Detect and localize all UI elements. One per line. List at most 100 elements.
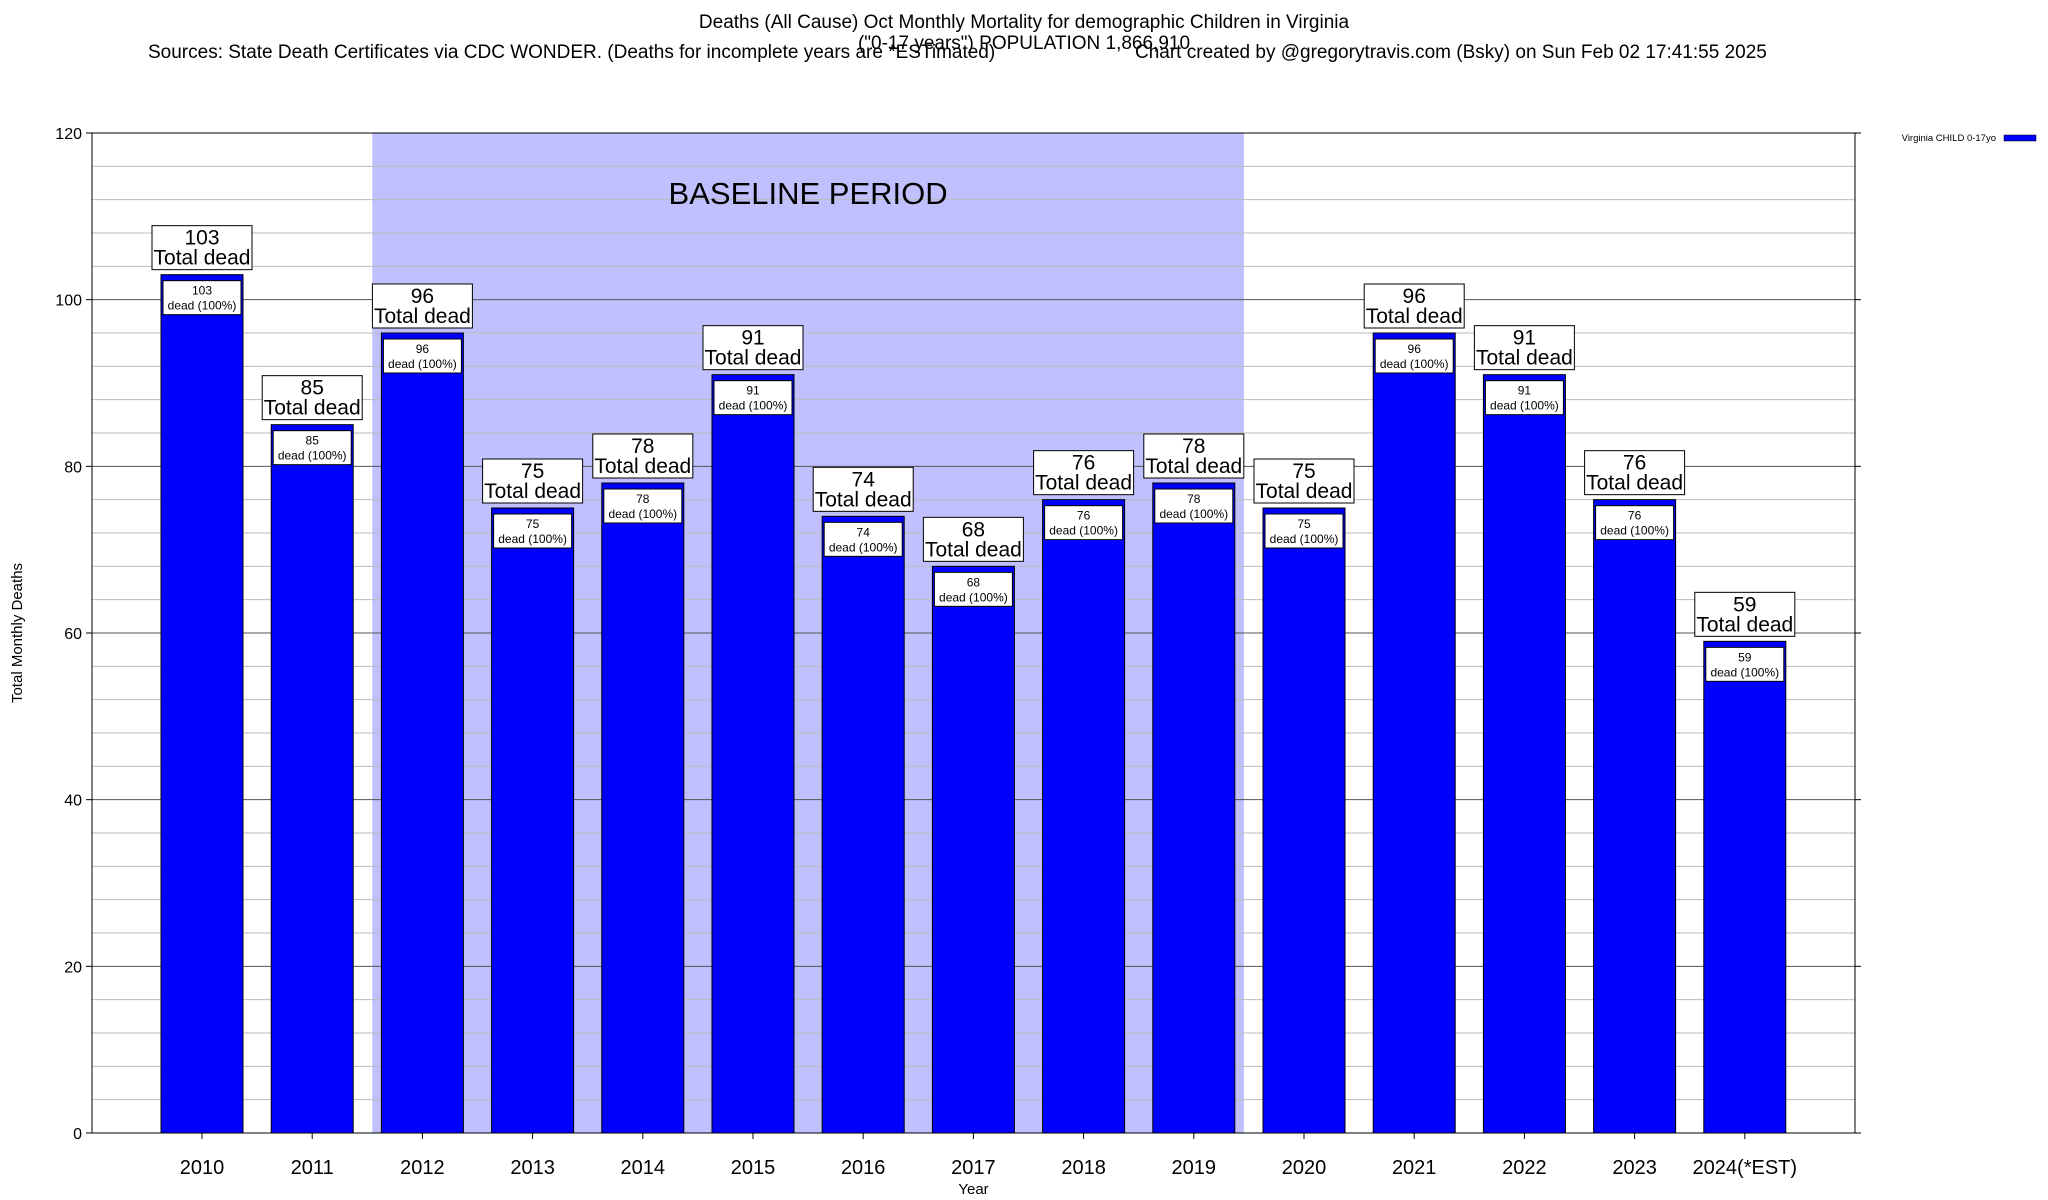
x-tick-label: 2015 (731, 1157, 776, 1179)
y-tick-label: 0 (73, 1126, 82, 1143)
bar-inner-value-label: 75 (1297, 517, 1311, 531)
bar-top-text-label: Total dead (154, 247, 251, 270)
bar (821, 515, 905, 1134)
y-tick-label: 40 (64, 793, 82, 810)
bar-inner-value-label: 76 (1628, 509, 1642, 523)
bar-top-value-label: 68 (962, 518, 985, 541)
bar (160, 274, 244, 1134)
chart-title: Deaths (All Cause) Oct Monthly Mortality… (698, 12, 1350, 33)
bar-top-text-label: Total dead (1256, 480, 1353, 503)
bar (1482, 374, 1566, 1134)
bar-inner-value-label: 96 (1408, 342, 1422, 356)
bar-top-value-label: 91 (741, 327, 764, 350)
bar-inner-label-box (162, 280, 242, 316)
x-tick-label: 2012 (400, 1157, 445, 1179)
bar-inner-percent-label: dead (100%) (719, 399, 788, 413)
y-tick-label: 100 (55, 293, 82, 310)
y-tick-label: 60 (64, 626, 82, 643)
bar (1703, 640, 1787, 1134)
bar-inner-value-label: 103 (192, 284, 212, 298)
y-tick-label: 80 (64, 459, 82, 476)
bar-inner-label-box (823, 521, 903, 557)
x-tick-label: 2024(*EST) (1693, 1157, 1798, 1179)
x-tick-label: 2020 (1282, 1157, 1327, 1179)
bar-top-label-box (1694, 591, 1796, 637)
bar-top-value-label: 103 (184, 227, 219, 250)
bar-top-text-label: Total dead (1035, 472, 1132, 495)
credit-text: Chart created by @gregorytravis.com (Bsk… (1135, 42, 1767, 63)
x-tick-label: 2019 (1172, 1157, 1217, 1179)
bar-top-label-box (1033, 450, 1135, 496)
bar-inner-percent-label: dead (100%) (498, 532, 567, 546)
baseline-band-label: BASELINE PERIOD (669, 176, 948, 211)
x-tick-label: 2011 (291, 1157, 334, 1179)
bar-inner-value-label: 74 (857, 525, 871, 539)
bar-inner-label-box (1484, 380, 1564, 416)
bar-top-label-box (1363, 283, 1465, 329)
bar-top-value-label: 78 (631, 435, 654, 458)
bar (270, 424, 354, 1134)
bar-inner-label-box (1374, 338, 1454, 374)
x-tick-label: 2017 (951, 1157, 996, 1179)
bar (1262, 507, 1346, 1134)
bar-inner-percent-label: dead (100%) (388, 357, 457, 371)
bar-top-text-label: Total dead (1696, 613, 1793, 636)
bar-inner-label-box (603, 488, 683, 524)
legend-swatch (2003, 134, 2037, 142)
x-tick-label: 2023 (1612, 1157, 1657, 1179)
bar-top-label-box (151, 225, 253, 271)
bar (380, 332, 464, 1134)
bar-top-value-label: 91 (1513, 327, 1536, 350)
bar-top-value-label: 78 (1182, 435, 1205, 458)
bar-top-text-label: Total dead (1145, 455, 1242, 478)
chart-subtitle: ("0-17 years") POPULATION 1,866,910 (857, 33, 1191, 54)
bar-inner-label-box (713, 380, 793, 416)
bar (1593, 499, 1677, 1134)
x-tick-label: 2021 (1392, 1157, 1437, 1179)
x-tick-label: 2018 (1061, 1157, 1106, 1179)
bar-top-text-label: Total dead (264, 397, 361, 420)
bar-top-text-label: Total dead (1586, 472, 1683, 495)
bar-inner-value-label: 78 (1187, 492, 1201, 506)
bar-inner-value-label: 78 (636, 492, 650, 506)
bar-inner-label-box (493, 513, 573, 549)
bar-top-text-label: Total dead (1366, 305, 1463, 328)
bar-inner-percent-label: dead (100%) (608, 507, 677, 521)
bar-inner-percent-label: dead (100%) (168, 299, 237, 313)
x-tick-label: 2013 (510, 1157, 555, 1179)
bar-inner-percent-label: dead (100%) (939, 590, 1008, 604)
bar (1372, 332, 1456, 1134)
bar-top-label-box (702, 325, 804, 371)
bar-top-label-box (482, 458, 584, 504)
bar-inner-value-label: 96 (416, 342, 430, 356)
bar-top-label-box (1584, 450, 1686, 496)
bar-inner-percent-label: dead (100%) (1049, 524, 1118, 538)
y-tick-label: 20 (64, 959, 82, 976)
bar-top-text-label: Total dead (815, 488, 912, 511)
bar-inner-percent-label: dead (100%) (1490, 399, 1559, 413)
x-tick-label: 2010 (180, 1157, 225, 1179)
bar-inner-percent-label: dead (100%) (1270, 532, 1339, 546)
bar-top-label-box (1253, 458, 1355, 504)
bar-inner-value-label: 91 (1518, 384, 1532, 398)
bar (601, 482, 685, 1134)
bar-top-value-label: 96 (411, 285, 434, 308)
bar-top-label-box (812, 466, 914, 512)
bar (1042, 499, 1126, 1134)
y-tick-label: 120 (55, 126, 82, 143)
bar-top-text-label: Total dead (925, 538, 1022, 561)
bar-inner-label-box (1264, 513, 1344, 549)
bar-top-text-label: Total dead (1476, 347, 1573, 370)
bar-inner-percent-label: dead (100%) (1380, 357, 1449, 371)
bar (491, 507, 575, 1134)
bar-top-value-label: 76 (1623, 452, 1646, 475)
bar-top-label-box (592, 433, 694, 479)
y-axis-label: Total Monthly Deaths (9, 563, 26, 703)
bar-top-label-box (922, 516, 1024, 562)
bar-inner-label-box (272, 430, 352, 466)
bar-inner-label-box (1595, 505, 1675, 541)
bar-top-text-label: Total dead (705, 347, 802, 370)
bar-inner-label-box (933, 571, 1013, 607)
bar-top-text-label: Total dead (594, 455, 691, 478)
